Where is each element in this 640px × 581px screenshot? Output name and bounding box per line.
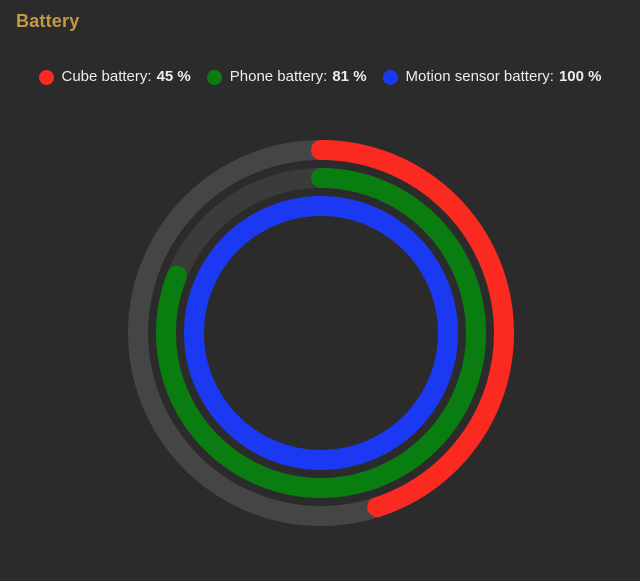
legend-label: Cube battery: [61, 68, 152, 85]
cube-battery-dot-icon [38, 69, 54, 85]
chart-legend: Cube battery: 45 % Phone battery: 81 % M… [0, 65, 640, 89]
motion-sensor-battery-arc [184, 196, 458, 470]
legend-item-cube-battery[interactable]: Cube battery: 45 % [38, 65, 191, 89]
phone-battery-dot-icon [206, 69, 222, 85]
legend-label: Phone battery: [229, 68, 328, 85]
legend-label: Motion sensor battery: [405, 68, 554, 85]
legend-value: 45 % [156, 68, 191, 85]
cube-battery-arc [128, 140, 514, 526]
page-title: Battery [16, 11, 80, 31]
legend-item-motion-sensor-battery[interactable]: Motion sensor battery: 100 % [382, 65, 602, 89]
legend-item-phone-battery[interactable]: Phone battery: 81 % [206, 65, 367, 89]
motion-sensor-battery-dot-icon [382, 69, 398, 85]
legend-value: 81 % [332, 68, 367, 85]
phone-battery-arc [156, 168, 486, 498]
legend-value: 100 % [558, 68, 602, 85]
